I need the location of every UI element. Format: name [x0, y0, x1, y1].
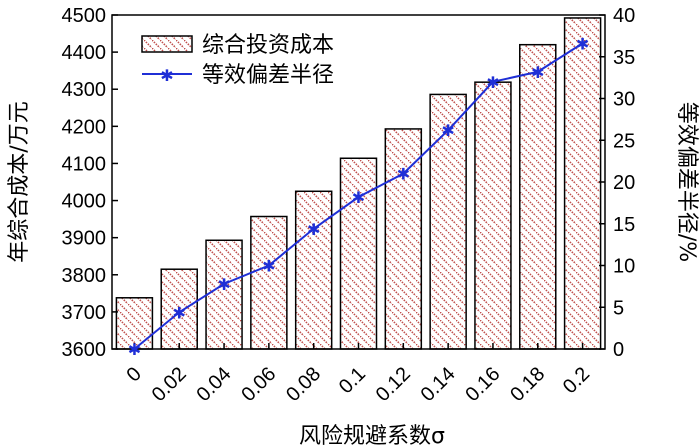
line-point-marker: ✱ — [128, 340, 141, 359]
line-point-marker: ✱ — [576, 34, 589, 53]
line-point-marker: ✱ — [352, 188, 365, 207]
bar — [294, 190, 333, 350]
bar — [429, 93, 467, 350]
line-point-marker: ✱ — [307, 220, 320, 239]
line-point-marker: ✱ — [531, 63, 544, 82]
legend-line-marker: ✱ — [160, 66, 173, 85]
legend-bar-label: 综合投资成本 — [202, 33, 334, 58]
y-right-tick-label: 20 — [613, 172, 635, 194]
y-left-tick-label: 3800 — [62, 265, 107, 287]
bar — [115, 297, 154, 350]
legend-bar-swatch — [141, 35, 193, 53]
line-point-marker: ✱ — [262, 257, 275, 276]
x-tick-label: 0.04 — [192, 363, 235, 406]
x-tick-label: 0.16 — [461, 363, 504, 406]
line-point-marker: ✱ — [173, 303, 186, 322]
x-tick-label: 0 — [123, 363, 146, 386]
y-left-tick-label: 4100 — [62, 153, 107, 175]
x-tick-label: 0.1 — [335, 363, 370, 398]
y-right-tick-label: 25 — [613, 130, 635, 152]
bar — [160, 268, 198, 350]
y-left-tick-label: 3900 — [62, 228, 107, 250]
line-point-marker: ✱ — [486, 73, 499, 92]
x-tick-label: 0.18 — [506, 363, 549, 406]
x-tick-label: 0.14 — [417, 363, 460, 406]
x-tick-label: 0.08 — [282, 363, 325, 406]
bar — [563, 17, 602, 350]
y-right-tick-label: 35 — [613, 47, 635, 69]
bar — [250, 215, 288, 350]
line-point-marker: ✱ — [397, 165, 410, 184]
y-right-tick-label: 15 — [613, 214, 635, 236]
y-right-tick-label: 5 — [613, 297, 624, 319]
x-tick-label: 0.02 — [148, 363, 191, 406]
x-axis-title: 风险规避系数σ — [299, 424, 445, 448]
radius-line — [133, 42, 584, 350]
y-axis-right-title: 等效偏差半径/% — [674, 102, 699, 262]
bar — [474, 81, 512, 350]
y-left-tick-label: 3700 — [62, 302, 107, 324]
y-left-tick-label: 4000 — [62, 191, 107, 213]
x-tick-label: 0.06 — [237, 363, 280, 406]
legend: 综合投资成本 ✱ 等效偏差半径 — [141, 33, 334, 88]
line-point-marker: ✱ — [441, 121, 454, 140]
y-right-tick-label: 30 — [613, 89, 635, 111]
y-axis-left-title: 年综合成本/万元 — [7, 101, 32, 262]
bar — [339, 157, 378, 350]
x-tick-label: 0.12 — [372, 363, 415, 406]
bar — [519, 43, 557, 350]
x-tick-label: 0.2 — [559, 363, 594, 398]
y-right-tick-label: 0 — [613, 339, 624, 361]
plot-area: 3600370038003900400041004200430044004500… — [62, 5, 636, 406]
y-left-tick-label: 4200 — [62, 116, 107, 138]
y-left-tick-label: 4300 — [62, 79, 107, 101]
line-point-marker: ✱ — [217, 275, 230, 294]
bar — [205, 239, 243, 350]
y-right-tick-label: 10 — [613, 256, 635, 278]
y-right-tick-label: 40 — [613, 5, 635, 27]
y-left-tick-label: 3600 — [62, 339, 107, 361]
legend-line-label: 等效偏差半径 — [202, 63, 334, 88]
y-left-tick-label: 4400 — [62, 42, 107, 64]
y-left-tick-label: 4500 — [62, 5, 107, 27]
